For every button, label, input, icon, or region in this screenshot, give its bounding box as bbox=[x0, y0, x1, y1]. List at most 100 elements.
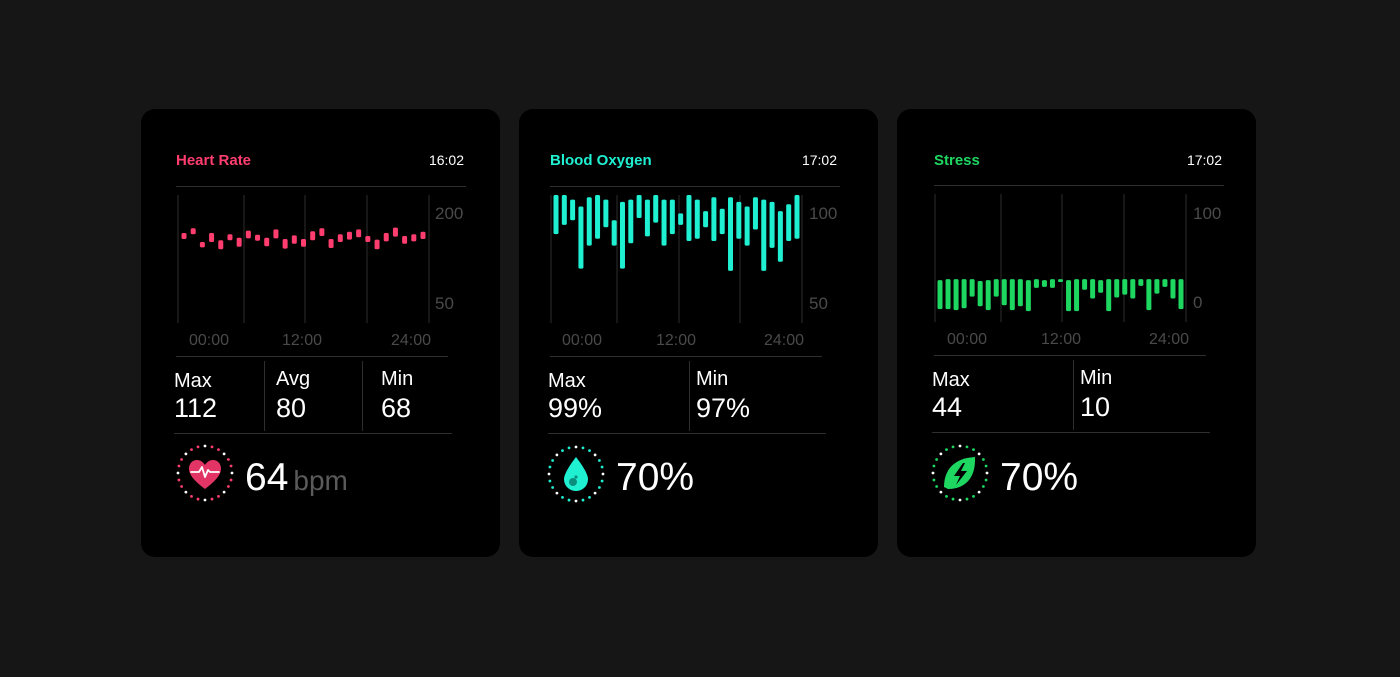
chart-bar bbox=[678, 213, 684, 225]
ring-dot bbox=[203, 498, 207, 502]
ring-dot bbox=[217, 494, 220, 498]
chart-bar bbox=[209, 233, 215, 242]
ring-dot bbox=[977, 490, 981, 494]
chart-bar bbox=[769, 201, 775, 248]
ring-dot bbox=[217, 448, 220, 452]
ring-dot bbox=[965, 445, 969, 449]
heart-rate-card[interactable]: Heart Rate 16:02 200 50 00:00 12:00 24:00 Ma… bbox=[141, 109, 500, 557]
ring-dot bbox=[972, 448, 975, 452]
chart-bar bbox=[728, 197, 734, 271]
current-blood-oxygen: 70% bbox=[616, 456, 695, 499]
chart-bar bbox=[282, 239, 288, 249]
chart-bar bbox=[1170, 279, 1176, 299]
chart-bar bbox=[1130, 279, 1136, 299]
chart-bar bbox=[1074, 279, 1080, 312]
stat-separator bbox=[362, 361, 363, 431]
divider bbox=[174, 433, 452, 434]
x-axis-label: 00:00 bbox=[562, 332, 602, 349]
card-title: Blood Oxygen bbox=[550, 152, 652, 169]
stat-min-label: Min bbox=[1080, 367, 1113, 389]
stat-max-value: 44 bbox=[932, 392, 963, 422]
lightning-leaf-icon bbox=[931, 444, 989, 502]
current-heart-rate: 64 bpm bbox=[245, 456, 348, 500]
chart-bar bbox=[570, 199, 576, 221]
ring-dot bbox=[593, 491, 597, 495]
stress-card[interactable]: Stress 17:02 100 0 00:00 12:00 24:00 Max 44 … bbox=[897, 109, 1256, 557]
chart-bar bbox=[1009, 279, 1015, 311]
y-axis-label: 100 bbox=[1193, 204, 1221, 223]
ring-dot bbox=[985, 471, 989, 475]
chart-bar bbox=[794, 195, 800, 239]
ring-dot bbox=[597, 459, 601, 462]
chart-bar bbox=[595, 195, 601, 239]
chart-bar bbox=[1041, 280, 1047, 287]
card-title: Heart Rate bbox=[176, 152, 252, 169]
y-axis-label: 100 bbox=[809, 204, 837, 223]
chart-bar bbox=[199, 242, 205, 248]
blood-oxygen-card[interactable]: Blood Oxygen 17:02 100 50 00:00 12:00 24:00 … bbox=[519, 109, 878, 557]
chart-bar bbox=[1122, 279, 1128, 295]
ring-dot bbox=[176, 471, 180, 475]
x-axis-label: 24:00 bbox=[1149, 331, 1189, 348]
chart-bar bbox=[328, 239, 334, 248]
chart-bar bbox=[661, 199, 667, 246]
chart-bar bbox=[1162, 279, 1168, 287]
ring-dot bbox=[932, 464, 936, 468]
ring-dot bbox=[600, 465, 604, 469]
chart-bar bbox=[945, 279, 951, 310]
stat-min-label: Min bbox=[696, 368, 729, 390]
stat-avg-label: Avg bbox=[276, 368, 311, 390]
card-time: 17:02 bbox=[801, 152, 837, 168]
stat-min-value: 10 bbox=[1080, 392, 1111, 422]
ring-dot bbox=[210, 497, 214, 501]
ring-dot bbox=[945, 448, 948, 452]
ring-dot bbox=[177, 478, 181, 482]
chart-bar bbox=[786, 204, 792, 241]
stat-avg-value: 80 bbox=[276, 393, 307, 423]
stress-chart: 100 0 00:00 12:00 24:00 bbox=[934, 194, 1221, 348]
ring-dot bbox=[574, 499, 578, 503]
chart-bar bbox=[411, 234, 417, 242]
ring-dot bbox=[935, 458, 939, 461]
chart-bar bbox=[578, 206, 584, 269]
chart-bar bbox=[236, 237, 242, 247]
chart-bar bbox=[985, 280, 991, 311]
chart-bar bbox=[961, 279, 967, 309]
ring-dot bbox=[984, 464, 988, 468]
ring-dot bbox=[939, 452, 943, 456]
ring-dot bbox=[931, 471, 935, 475]
ring-dot bbox=[581, 498, 585, 502]
ring-dot bbox=[222, 452, 226, 456]
ring-dot bbox=[958, 498, 962, 502]
ring-dot bbox=[184, 452, 188, 456]
chart-bar bbox=[181, 233, 187, 239]
divider bbox=[934, 355, 1206, 356]
ring-dot bbox=[567, 498, 571, 502]
chart-bar bbox=[301, 239, 306, 247]
chart-bar bbox=[1001, 279, 1007, 306]
divider bbox=[550, 356, 822, 357]
chart-bar bbox=[669, 199, 675, 235]
x-axis-label: 12:00 bbox=[282, 332, 322, 349]
chart-bar bbox=[977, 281, 983, 307]
ring-dot bbox=[226, 485, 230, 488]
chart-bar bbox=[703, 211, 709, 228]
water-drop-icon bbox=[547, 445, 605, 503]
chart-bar bbox=[1025, 280, 1031, 312]
chart-bar bbox=[374, 239, 380, 250]
x-axis-label: 12:00 bbox=[656, 332, 696, 349]
current-stress: 70% bbox=[1000, 456, 1079, 499]
chart-bar bbox=[383, 233, 389, 242]
ring-dot bbox=[547, 472, 551, 476]
ring-dot bbox=[567, 446, 571, 450]
ring-dot bbox=[601, 472, 605, 476]
ring-dot bbox=[581, 446, 585, 450]
chart-bar bbox=[711, 197, 717, 241]
ring-dot bbox=[180, 485, 184, 488]
ring-dot bbox=[574, 445, 578, 449]
ring-dot bbox=[548, 465, 552, 469]
stat-max-label: Max bbox=[548, 370, 586, 392]
stat-min-value: 97% bbox=[696, 393, 751, 423]
chart-bar bbox=[227, 234, 233, 241]
heart-rate-chart: 200 50 00:00 12:00 24:00 bbox=[177, 195, 463, 349]
